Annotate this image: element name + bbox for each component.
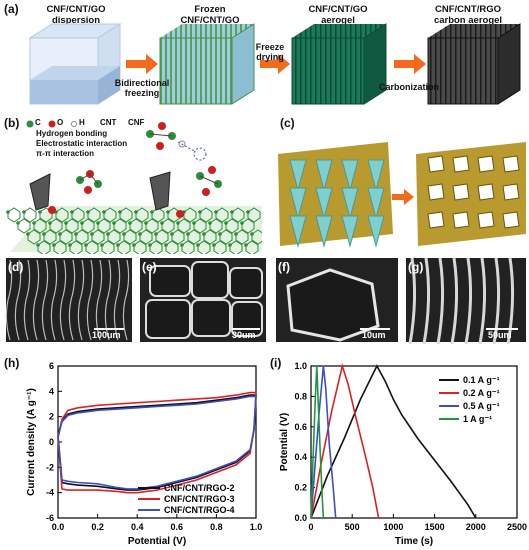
x-tick-label: 2500: [507, 522, 527, 532]
cnf-molecule-top: [146, 122, 207, 161]
y-tick-label: -6: [46, 513, 54, 523]
sem-label-e: (e): [142, 260, 157, 274]
x-tick-label: 0.6: [171, 522, 184, 532]
y-tick-label: -4: [46, 488, 54, 498]
arrow-c: [392, 189, 414, 205]
x-tick-label: 1.0: [250, 522, 263, 532]
aerogel-box: [291, 23, 387, 105]
graphene-illustration: [6, 120, 262, 254]
sem-label-g: (g): [408, 260, 424, 274]
plot-frame: [310, 365, 518, 519]
step-carbonization: Carbonization: [379, 82, 439, 92]
panel-c: (c): [268, 114, 529, 254]
arrow-2: [260, 54, 290, 74]
legend-cnt: CNT: [100, 118, 117, 127]
sem-label-f: (f): [278, 260, 290, 274]
legend-atom-c: C: [35, 118, 41, 127]
legend-entry-1: 0.1 A g⁻¹: [463, 375, 500, 385]
y-tick-label: 2: [49, 412, 54, 422]
y-tick-label: 0.2: [294, 483, 307, 493]
y-tick-label: 4: [49, 386, 54, 396]
legend-atom-o: O: [57, 118, 64, 127]
chart-i: 0 500 1000 1500 2000 2500 0.0 0.2 0.4 0.6 0.8 1.0 Ti…: [279, 361, 527, 547]
series-line-3: [57, 395, 257, 490]
frozen-box: [159, 23, 255, 105]
series-line-1: [57, 394, 257, 491]
panel-a-label: (a): [4, 2, 19, 16]
step-bidirectional-freezing: Bidirectional freezing: [114, 78, 170, 98]
x-axis-label: Potential (V): [128, 536, 186, 547]
structure-with-ice: [278, 142, 393, 248]
pore-structure-illustration: [278, 142, 526, 248]
scalebar-e: [232, 328, 260, 330]
interaction-electrostatic: Electrostatic interaction: [36, 139, 128, 148]
sem-textures: [5, 257, 515, 345]
y-tick-label: 6: [49, 361, 54, 371]
interaction-pi-pi: π-π interaction: [36, 149, 95, 158]
series-line-1: [310, 364, 477, 519]
legend-entry-2: 0.2 A g⁻¹: [463, 388, 500, 398]
carbon-aerogel-box: [427, 23, 521, 105]
x-tick-label: 0.2: [91, 522, 104, 532]
x-tick-label: 1500: [425, 522, 445, 532]
interaction-hydrogen: Hydrogen bonding: [36, 129, 108, 138]
series-line-3: [310, 365, 337, 519]
chart-h-label: (h): [4, 356, 20, 370]
arrow-3: [394, 54, 426, 74]
stage-title-carbon-aerogel: CNF/CNT/RGO carbon aerogel: [433, 4, 503, 26]
stage-title-dispersion: CNF/CNT/GO dispersion: [46, 4, 106, 26]
series-line-2: [57, 391, 257, 494]
panel-a: (a) CNF/CNT/GO dispersion Frozen CNF/CNT…: [0, 0, 529, 112]
series-line-4: [310, 365, 325, 519]
legend-entry-4: 1 A g⁻¹: [463, 414, 492, 424]
x-tick-label: 0.4: [131, 522, 144, 532]
panel-a-illustration: [28, 23, 521, 105]
y-axis-label: Potential (V): [279, 413, 290, 471]
scalebar-g: [486, 328, 518, 330]
y-tick-label: 0.0: [294, 513, 307, 523]
stage-title-aerogel: CNF/CNT/GO aerogel: [308, 4, 368, 26]
legend-cnf: CNF: [128, 118, 145, 127]
x-tick-label: 0.0: [52, 522, 65, 532]
scalebar-f: [360, 328, 390, 330]
x-tick-label: 500: [345, 522, 360, 532]
chart-i-label: (i): [270, 356, 282, 370]
scale-text-f: 10um: [362, 330, 386, 340]
step-freeze-drying: Freeze drying: [255, 42, 285, 62]
legend-entry-3: CNF/CNT/RGO-4: [164, 505, 235, 515]
x-axis-label: Time (s): [395, 536, 433, 547]
stage-title-frozen: Frozen CNF/CNT/GO: [180, 4, 240, 26]
x-tick-label: 1000: [383, 522, 403, 532]
scalebar-d: [94, 328, 124, 330]
legend-entry-2: CNF/CNT/RGO-3: [164, 494, 235, 504]
legend-atom-h: H: [79, 118, 85, 127]
y-axis-label: Current density (A g⁻¹): [26, 388, 37, 496]
y-tick-label: 0.6: [294, 422, 307, 432]
structure-porous: [416, 142, 526, 246]
scale-text-g: 50um: [488, 330, 512, 340]
legend-entry-1: CNF/CNT/RGO-2: [164, 483, 235, 493]
x-tick-label: 2000: [466, 522, 486, 532]
y-tick-label: 1.0: [294, 361, 307, 371]
panel-c-label: (c): [280, 116, 295, 130]
y-tick-label: 0: [49, 437, 54, 447]
y-tick-label: 0.4: [294, 452, 307, 462]
cnf-molecule-right: [196, 166, 222, 196]
scale-text-e: 30um: [232, 330, 256, 340]
panel-b-label: (b): [4, 116, 20, 130]
series-line-2: [310, 362, 380, 519]
panel-b: (b) C: [0, 114, 262, 254]
x-tick-label: 0: [308, 522, 313, 532]
x-tick-label: 0.8: [210, 522, 223, 532]
cnf-molecule-left: [76, 170, 102, 194]
y-tick-label: -2: [46, 462, 54, 472]
arrow-1: [126, 54, 158, 74]
y-tick-label: 0.8: [294, 391, 307, 401]
sem-label-d: (d): [8, 260, 24, 274]
scale-text-d: 100um: [92, 330, 121, 340]
legend-entry-3: 0.5 A g⁻¹: [463, 401, 500, 411]
dispersion-box: [28, 23, 122, 105]
chart-h: 0.0 0.2 0.4 0.6 0.8 1.0 -6 -4 -2 0 2 4 6 Potential (V…: [26, 361, 263, 547]
